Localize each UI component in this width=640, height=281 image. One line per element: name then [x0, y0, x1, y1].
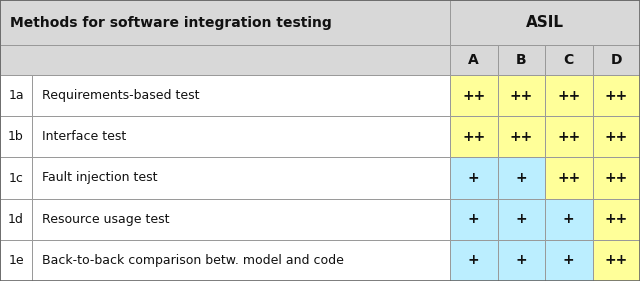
Bar	[0, 240, 32, 281]
Bar	[593, 45, 640, 75]
Text: +: +	[468, 171, 479, 185]
Text: B: B	[516, 53, 527, 67]
Bar	[32, 240, 450, 281]
Text: ++: ++	[462, 130, 485, 144]
Text: ++: ++	[605, 130, 628, 144]
Text: Interface test: Interface test	[42, 130, 126, 143]
Text: 1a: 1a	[8, 89, 24, 102]
Text: 1c: 1c	[8, 171, 24, 185]
Text: Fault injection test: Fault injection test	[42, 171, 157, 185]
Bar	[497, 240, 545, 281]
Text: Methods for software integration testing: Methods for software integration testing	[10, 15, 332, 30]
Bar	[545, 116, 593, 157]
Text: ++: ++	[509, 130, 533, 144]
Bar	[497, 116, 545, 157]
Text: +: +	[468, 253, 479, 268]
Bar	[593, 240, 640, 281]
Bar	[593, 75, 640, 116]
Text: +: +	[563, 212, 575, 226]
Text: Resource usage test: Resource usage test	[42, 213, 170, 226]
Text: +: +	[515, 212, 527, 226]
Text: Back-to-back comparison betw. model and code: Back-to-back comparison betw. model and …	[42, 254, 344, 267]
Bar	[497, 75, 545, 116]
Bar	[545, 157, 593, 199]
Text: ++: ++	[605, 89, 628, 103]
Bar	[450, 45, 497, 75]
Text: Requirements-based test: Requirements-based test	[42, 89, 200, 102]
Bar	[593, 116, 640, 157]
Bar	[0, 45, 450, 75]
Bar	[545, 75, 593, 116]
Text: 1d: 1d	[8, 213, 24, 226]
Text: ++: ++	[462, 89, 485, 103]
Bar	[450, 157, 497, 199]
Bar	[545, 45, 593, 75]
Text: D: D	[611, 53, 622, 67]
Text: 1e: 1e	[8, 254, 24, 267]
Text: ++: ++	[605, 253, 628, 268]
Text: +: +	[563, 253, 575, 268]
Text: +: +	[468, 212, 479, 226]
Bar	[0, 75, 32, 116]
Bar	[450, 116, 497, 157]
Bar	[0, 199, 32, 240]
Bar	[497, 45, 545, 75]
Bar	[450, 199, 497, 240]
Text: ++: ++	[605, 171, 628, 185]
Text: A: A	[468, 53, 479, 67]
Bar	[450, 75, 497, 116]
Bar	[545, 240, 593, 281]
Bar	[0, 116, 32, 157]
Text: ++: ++	[557, 130, 580, 144]
Bar	[497, 157, 545, 199]
Bar	[0, 0, 450, 45]
Bar	[32, 116, 450, 157]
Text: +: +	[515, 253, 527, 268]
Text: ++: ++	[509, 89, 533, 103]
Text: ++: ++	[557, 171, 580, 185]
Bar	[0, 157, 32, 199]
Bar	[32, 199, 450, 240]
Text: +: +	[515, 171, 527, 185]
Text: ASIL: ASIL	[526, 15, 564, 30]
Bar	[32, 157, 450, 199]
Text: ++: ++	[605, 212, 628, 226]
Bar	[450, 240, 497, 281]
Text: ++: ++	[557, 89, 580, 103]
Bar	[593, 157, 640, 199]
Bar	[32, 75, 450, 116]
Text: C: C	[564, 53, 574, 67]
Bar	[450, 0, 640, 45]
Bar	[497, 199, 545, 240]
Bar	[593, 199, 640, 240]
Bar	[545, 199, 593, 240]
Text: 1b: 1b	[8, 130, 24, 143]
